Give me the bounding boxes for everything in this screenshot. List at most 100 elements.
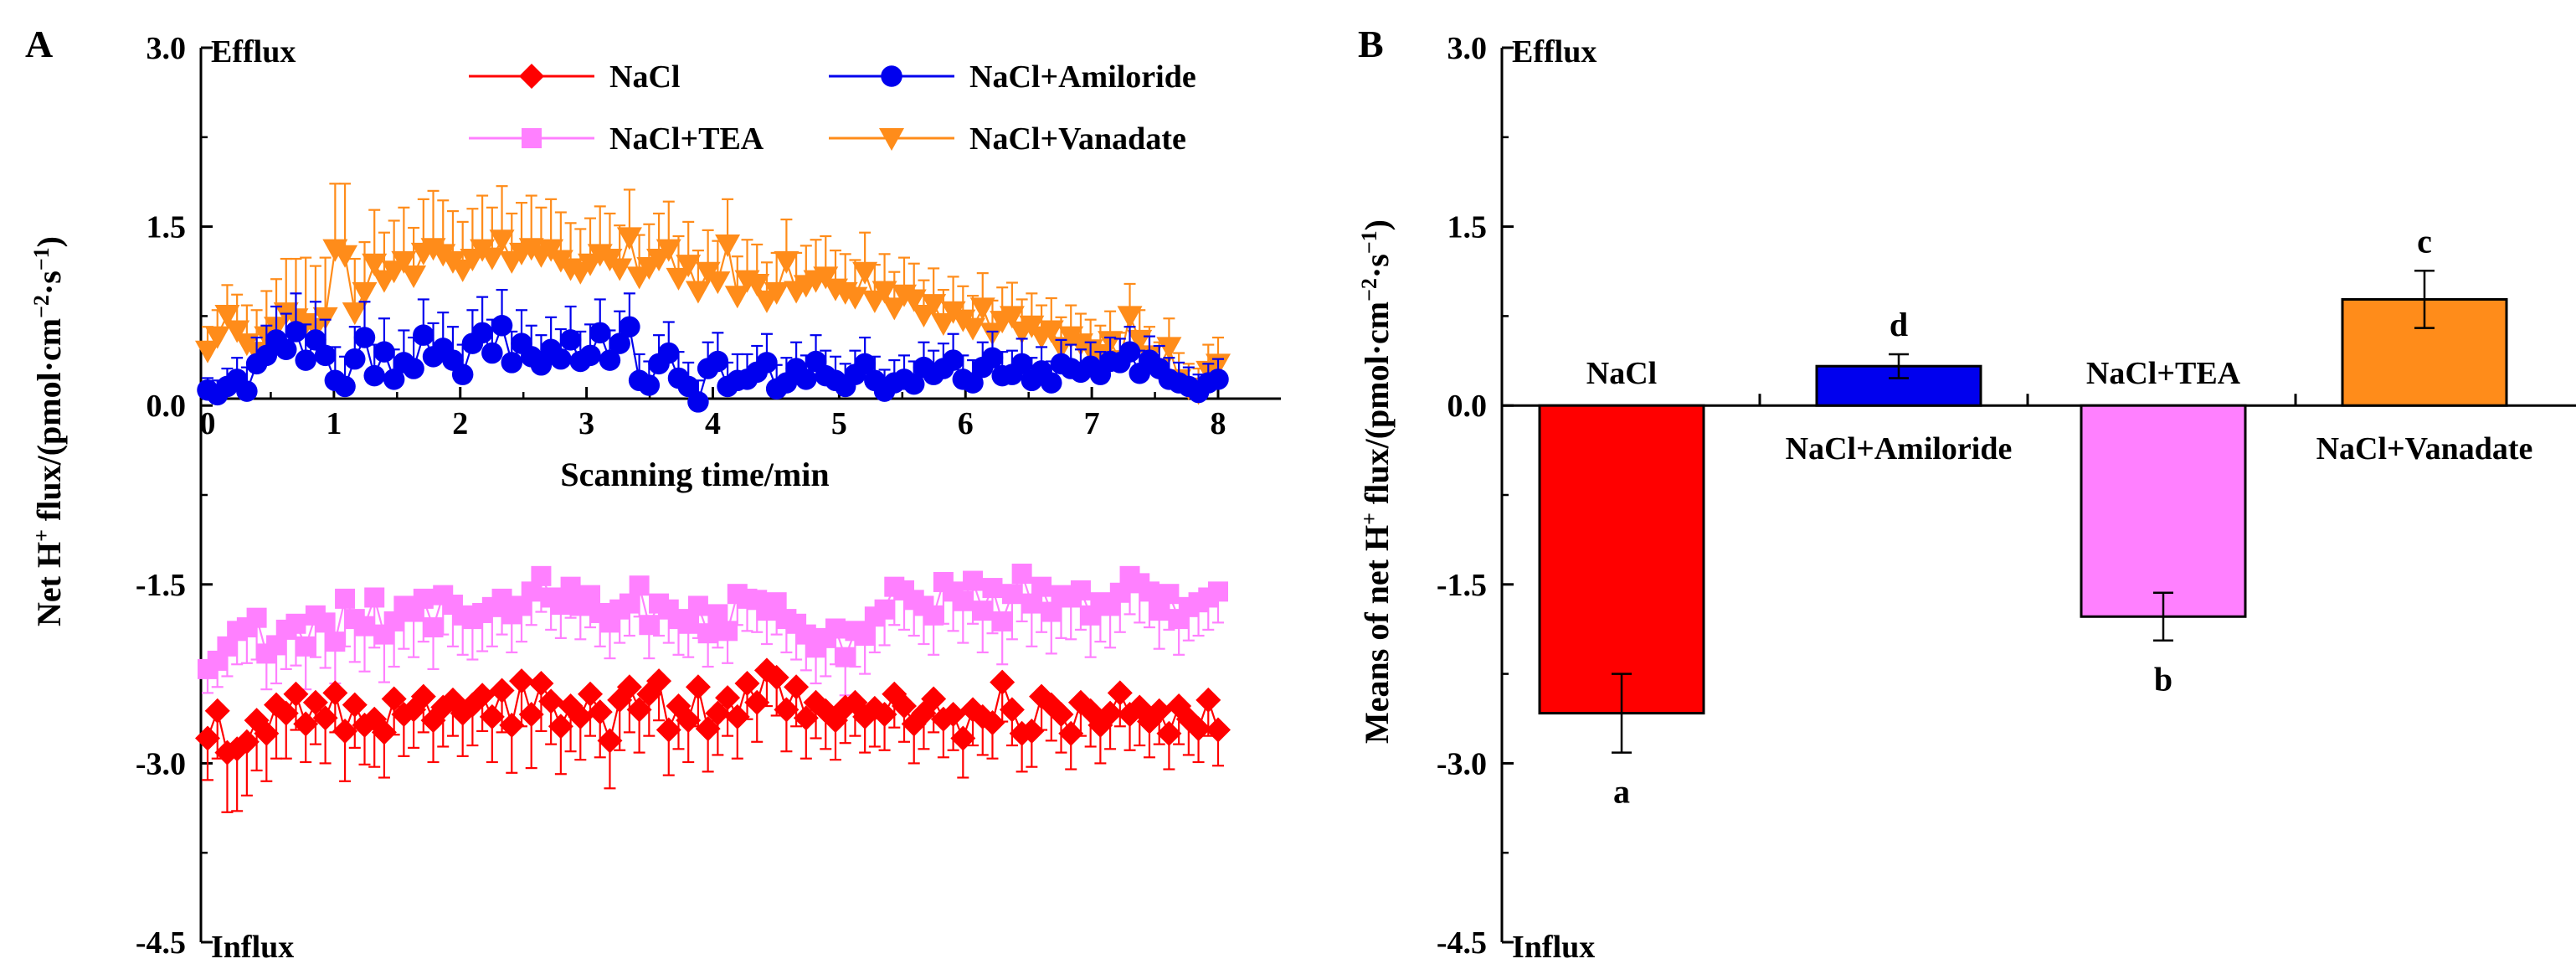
data-point (842, 286, 868, 310)
panel-a-x-tick-label: 1 (326, 406, 342, 441)
data-point (335, 588, 356, 609)
data-point (619, 316, 640, 338)
data-point (1146, 698, 1172, 724)
data-point (580, 585, 601, 606)
bar-category-label: NaCl+Amiloride (1786, 431, 2013, 466)
data-point (923, 605, 944, 626)
panel-b-letter: B (1358, 23, 1384, 65)
legend-marker (519, 64, 544, 89)
data-point (687, 391, 709, 413)
bar-category-label: NaCl+Vanadate (2316, 431, 2533, 466)
data-point (352, 281, 378, 305)
data-point (285, 613, 306, 634)
panel-a-x-axis-title: Scanning time/min (560, 456, 829, 493)
panel-a-x-tick-label: 8 (1211, 406, 1226, 441)
data-point (1001, 584, 1022, 605)
panel-b: B 3.0 1.5 0.0 -1.5 -3.0 -4.5 NaCl a NaCl+Amilor… (1357, 23, 2576, 965)
data-point (793, 705, 819, 731)
data-point (882, 297, 908, 321)
bar-category-label: NaCl (1586, 356, 1657, 391)
data-point (992, 611, 1013, 631)
data-point (373, 341, 395, 363)
panel-a-y-tick-label: 0.0 (147, 389, 187, 424)
data-point (658, 342, 680, 364)
data-point (774, 250, 800, 274)
data-point (579, 344, 601, 367)
data-point (315, 612, 336, 633)
data-point (764, 281, 789, 305)
data-point (626, 697, 652, 723)
data-point (715, 234, 741, 257)
data-point (273, 700, 299, 726)
panel-a: A 3.01.50.0-1.5-3.0-4.50 1 2 3 4 5 6 7 8 Efflux … (25, 23, 1281, 965)
data-point (639, 615, 660, 636)
data-point (734, 670, 760, 696)
data-point (646, 668, 672, 694)
data-point (687, 595, 708, 616)
data-point (774, 697, 800, 723)
panel-a-x-tick-label: 2 (452, 406, 468, 441)
data-point (1031, 576, 1052, 597)
panel-a-x-tick-label: 5 (831, 406, 847, 441)
significance-letter: c (2417, 222, 2432, 260)
data-point (697, 623, 718, 644)
data-point (195, 725, 220, 751)
data-point (854, 353, 876, 375)
data-point (638, 374, 661, 396)
data-point (835, 647, 856, 667)
data-point (254, 720, 280, 746)
data-point (518, 702, 544, 728)
data-point (342, 302, 368, 326)
data-point (962, 372, 984, 394)
data-point (677, 375, 699, 398)
panel-a-legend: NaCl NaCl+Amiloride NaCl+TEA NaCl+Vanadate (469, 59, 1196, 157)
data-point (275, 338, 297, 361)
data-point (825, 618, 846, 639)
data-point (969, 297, 995, 321)
data-point (1207, 369, 1229, 390)
data-point (1185, 716, 1211, 742)
data-point (685, 281, 711, 304)
data-point (715, 685, 741, 711)
panel-a-y-tick-label: -4.5 (136, 925, 186, 961)
panel-b-efflux-label: Efflux (1512, 34, 1597, 70)
data-point (560, 576, 581, 597)
data-point (1067, 333, 1093, 357)
data-point (489, 229, 515, 253)
data-point (332, 718, 358, 744)
data-point (940, 702, 966, 728)
data-point (528, 670, 554, 696)
data-point (1058, 720, 1084, 746)
data-point (705, 271, 731, 295)
data-point (1011, 563, 1032, 584)
panel-a-y-axis-title: Net H+ flux/(pmol·cm−2·s−1) (29, 236, 68, 626)
data-point (314, 344, 337, 367)
panel-a-axes: 3.0 1.5 0.0 -1.5 -3.0 -4.5 0 1 2 3 4 5 6 7 8 (136, 31, 1281, 961)
data-point (234, 729, 260, 755)
data-point (587, 699, 613, 725)
data-point (960, 317, 986, 341)
legend-label: NaCl+Amiloride (969, 59, 1196, 95)
bar-category-label: NaCl+TEA (2086, 356, 2241, 391)
data-point (312, 307, 338, 330)
panel-a-x-tick-label: 0 (200, 406, 216, 441)
data-point (981, 347, 1004, 369)
data-point (1098, 700, 1123, 726)
data-point (451, 363, 474, 385)
data-point (322, 680, 348, 706)
data-point (283, 681, 309, 707)
data-point (344, 348, 366, 370)
data-point (410, 683, 436, 709)
data-point (982, 578, 1003, 599)
data-point (413, 324, 434, 346)
data-point (559, 329, 582, 351)
data-point (852, 261, 878, 285)
data-point (312, 705, 338, 731)
data-point (413, 588, 434, 609)
data-point (499, 712, 525, 738)
panel-a-y-tick-label: -1.5 (136, 568, 186, 603)
panel-a-series (195, 183, 1231, 813)
data-point (538, 688, 564, 714)
data-point (204, 326, 230, 349)
data-point (597, 728, 623, 754)
